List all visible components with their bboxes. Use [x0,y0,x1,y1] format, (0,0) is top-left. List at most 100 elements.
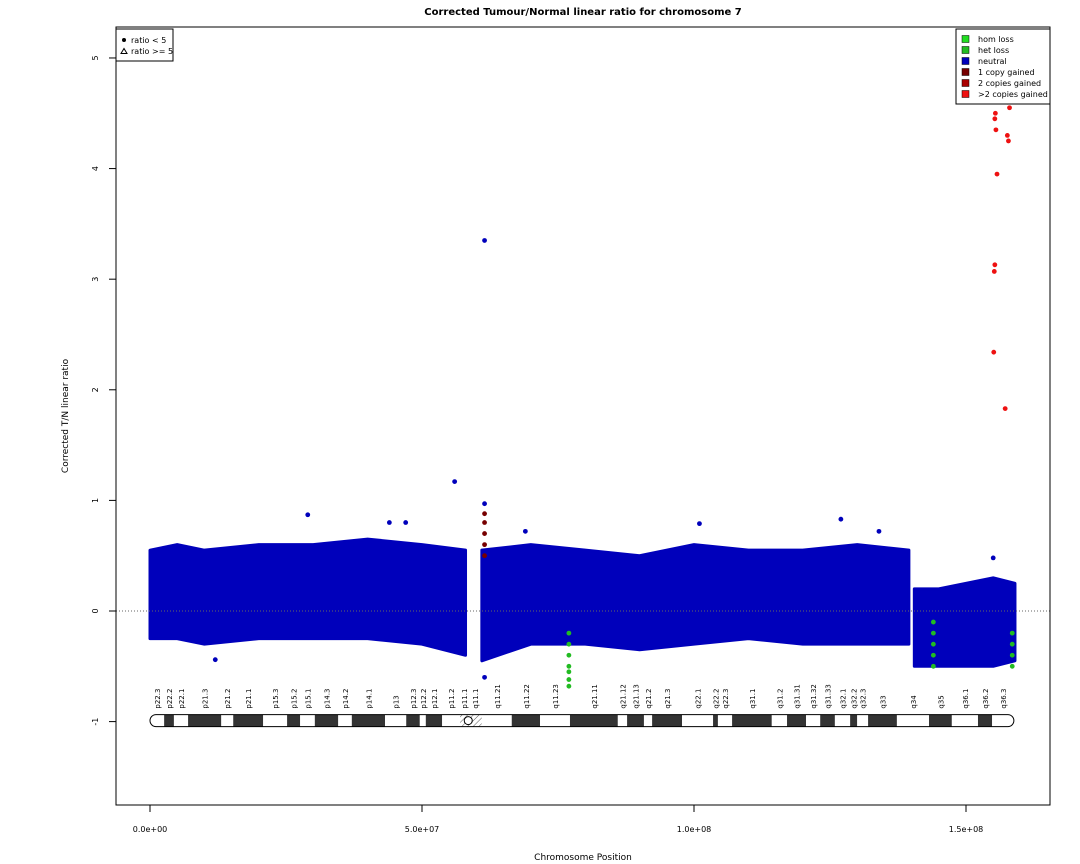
band-label: q33 [880,695,888,708]
legend-label: neutral [978,57,1007,66]
data-point [1007,105,1012,111]
band-label: p21.3 [202,689,210,709]
band-label: q11.1 [472,689,480,709]
shape-legend: ratio < 5 ratio >= 5 [115,28,174,62]
data-point [482,238,487,243]
data-point [697,521,702,527]
band-label: p14.2 [342,689,350,709]
band-label: p15.2 [291,689,299,709]
data-point [994,171,1000,177]
band-label: q31.32 [810,684,818,708]
data-point [1009,641,1015,647]
y-tick-label: 0 [91,608,100,613]
chromosome-band [643,714,653,727]
legend-label: ratio >= 5 [131,47,173,56]
x-tick-label: 1.5e+08 [949,825,984,834]
x-tick-label: 0.0e+00 [133,825,168,834]
chromosome-band [233,714,264,727]
y-tick-label: 2 [91,387,100,392]
data-point [482,674,487,680]
band-label: q21.2 [645,689,653,709]
data-point [1004,132,1010,138]
chromosome-band [406,714,420,727]
chromosome-band [652,714,683,727]
data-point [305,512,311,518]
band-label: p15.3 [272,689,280,709]
chromosome-band [771,714,788,727]
chromosome-band [682,714,714,727]
chromosome-band [850,714,858,727]
band-label: q22.2 [712,689,720,709]
chromosome-band [617,714,628,727]
data-point [482,553,487,559]
data-point [838,516,844,522]
chromosome-band [300,714,315,727]
chromosome-band [385,714,407,727]
chromosome-band [425,714,443,727]
x-axis-label: Chromosome Position [534,853,632,863]
band-label: q11.23 [552,684,560,708]
band-label: p22.3 [154,689,162,709]
chromosome-band [221,714,234,727]
data-point [386,520,392,525]
data-point [930,641,936,647]
band-label: q32.3 [860,689,868,709]
chromosome-band [569,714,618,727]
data-point [482,511,487,517]
x-tick-label: 5.0e+07 [405,825,440,834]
ideogram: p22.3 p22.2 p22.1 p21.3 p21.2 p21.1 p15.3 p15.2… [149,684,1015,728]
chromosome-band [977,714,993,727]
data-point [993,127,999,133]
data-point [1009,663,1015,669]
band-label: p11.2 [448,689,456,709]
chromosome-band [419,714,426,727]
legend-label: 1 copy gained [978,68,1035,77]
legend-swatch [961,68,970,76]
data-point [930,663,936,669]
chromosome-band [338,714,352,727]
band-label: q35 [937,695,945,708]
legend-label: >2 copies gained [978,90,1048,99]
band-label: q31.33 [825,684,833,708]
band-label: p14.3 [324,689,332,709]
data-point [452,479,458,484]
y-tick-label: 4 [91,166,100,171]
chromosome-band [951,714,978,727]
band-label: p14.1 [365,689,373,709]
chromosome-band [787,714,807,727]
band-label: q21.11 [591,684,599,708]
band-label: q21.12 [619,684,627,708]
data-point [566,669,572,675]
band-label: q31.31 [794,684,802,708]
data-point [403,520,409,525]
data-point [566,663,572,669]
data-point [992,262,998,268]
chromosome-band [150,714,165,727]
chromosome-band [627,714,644,727]
data-point [992,116,998,122]
band-label: q21.13 [633,684,641,708]
data-point [482,520,487,525]
y-tick-label: 5 [91,55,100,60]
chromosome-band [820,714,835,727]
chromosome-band [314,714,339,727]
data-point [566,677,572,682]
data-point [482,542,487,548]
chromosome-band [896,714,930,727]
data-point [876,528,882,534]
chromosome-band [868,714,897,727]
data-point [990,555,996,561]
chromosome-band [263,714,288,727]
band-label: p13 [393,695,401,708]
chromosome-band [164,714,174,727]
legend-label: 2 copies gained [978,79,1041,88]
data-point [1006,138,1011,144]
band-label: q21.3 [664,689,672,709]
band-label: q11.22 [523,684,531,708]
data-point [522,528,528,534]
band-label: p11.1 [461,689,469,709]
band-label: p22.1 [178,689,186,709]
band-label: p12.2 [420,689,428,709]
band-label: q36.2 [982,689,990,709]
